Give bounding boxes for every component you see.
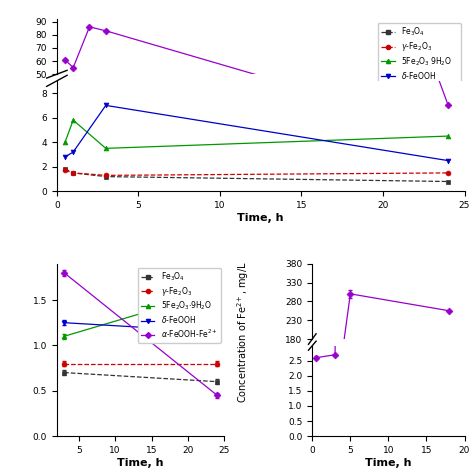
X-axis label: Time, h: Time, h xyxy=(118,457,164,467)
Y-axis label: Concentration of Fe$^{2+}$, mg/L: Concentration of Fe$^{2+}$, mg/L xyxy=(236,261,251,403)
Legend: Fe$_3$O$_4$, $\gamma$-Fe$_2$O$_3$, 5Fe$_2$O$_3$ 9H$_2$O, $\delta$-FeOOH, $\alpha: Fe$_3$O$_4$, $\gamma$-Fe$_2$O$_3$, 5Fe$_… xyxy=(378,23,461,98)
Legend: Fe$_3$O$_4$, $\gamma$-Fe$_2$O$_3$, 5Fe$_2$O$_3$$\cdot$9H$_2$O, $\delta$-FeOOH, $: Fe$_3$O$_4$, $\gamma$-Fe$_2$O$_3$, 5Fe$_… xyxy=(137,267,220,343)
X-axis label: Time, h: Time, h xyxy=(237,213,284,223)
X-axis label: Time, h: Time, h xyxy=(365,457,411,467)
